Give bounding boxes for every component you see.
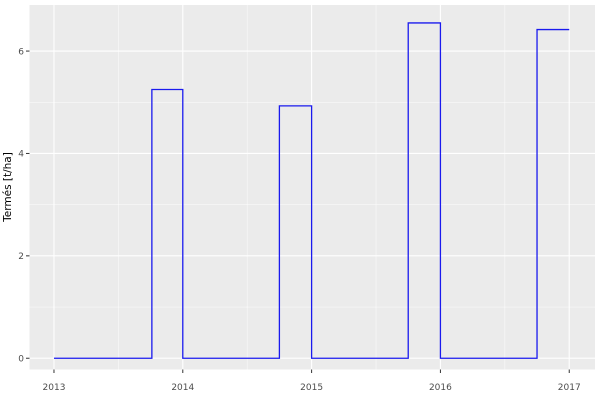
x-tick-label: 2014	[171, 383, 194, 393]
data-line	[53, 22, 570, 359]
y-tick-label: 2	[18, 252, 24, 262]
y-tick-label: 6	[18, 47, 24, 57]
x-tick-label: 2016	[429, 383, 452, 393]
x-tick-label: 2017	[558, 383, 581, 393]
y-tick-label: 4	[18, 150, 24, 160]
x-tick-label: 2013	[43, 383, 66, 393]
plot-area: 2013 2014 2015 2016 2017 0 2 4 6	[18, 5, 595, 393]
y-axis-title: Termés [t/ha]	[2, 152, 14, 223]
x-tick-label: 2015	[300, 383, 323, 393]
y-tick-label: 0	[18, 354, 24, 364]
